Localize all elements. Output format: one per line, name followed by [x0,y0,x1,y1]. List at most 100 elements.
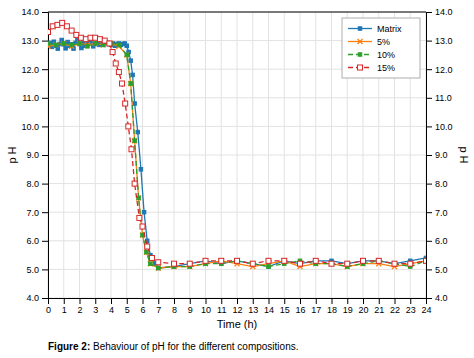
tick-mark [42,212,48,213]
tick: 4.0 [426,293,448,303]
legend-item: 5% [348,37,390,47]
tick: 6 [140,298,145,315]
data-point [113,61,118,66]
data-point [267,265,271,269]
data-point [219,258,224,263]
tick: 9 [188,298,193,315]
tick: 17 [311,298,321,315]
tick-mark [127,298,128,304]
grid-line [48,97,426,98]
data-point [107,41,112,46]
tick: 5.0 [426,265,448,275]
tick: 7.0 [26,208,48,218]
data-point [70,43,74,47]
data-point [129,147,134,152]
data-point [126,124,131,129]
data-point [70,43,74,47]
data-point [137,196,141,200]
y2-axis-title: p H [458,146,470,163]
tick-label: 22 [390,305,400,315]
data-point [90,40,94,44]
axis-line [427,13,433,299]
data-point [129,59,133,63]
tick: 22 [390,298,400,315]
tick-mark [426,41,432,42]
tick: 20 [358,298,368,315]
tick: 10.0 [426,122,453,132]
data-point [156,265,161,270]
tick-mark [221,298,222,304]
axis-line [42,13,49,299]
tick-label: 11.0 [435,93,452,103]
tick-label: 16 [295,305,305,315]
data-point [132,181,137,186]
legend: Matrix5%10%15% [342,18,420,78]
data-point [145,250,149,254]
data-point [117,43,121,47]
tick: 14 [264,298,274,315]
data-point [137,215,142,220]
tick-label: 18 [327,305,337,315]
data-point [393,262,397,266]
grid-line [48,212,426,213]
tick-label: 6.0 [435,236,448,246]
legend-marker [358,39,363,44]
data-point [69,44,74,49]
data-point [156,260,161,265]
tick: 16 [295,298,305,315]
grid-line [48,155,426,156]
data-point [187,261,192,266]
data-point [361,259,365,263]
data-point [149,262,153,266]
y-axis-title: p H [6,146,18,163]
tick-label: 2 [77,305,82,315]
tick: 9.0 [426,150,448,160]
data-point [282,258,287,263]
tick-label: 10 [201,305,211,315]
legend-label: 5% [377,37,390,47]
data-point [345,261,350,266]
tick-label: 21 [374,305,384,315]
data-point [172,261,177,266]
data-point [408,261,413,266]
tick-label: 19 [343,305,353,315]
data-point [125,44,129,48]
x-axis: 0123456789101112131415161718192021222324 [46,298,432,315]
tick: 7.0 [426,208,448,218]
tick-label: 23 [406,305,416,315]
data-point [251,262,255,266]
data-point [78,42,82,46]
tick-label: 6 [140,305,145,315]
tick: 13.0 [426,36,453,46]
y-axis: 4.05.06.07.08.09.010.011.012.013.014.0 [21,7,48,303]
tick-mark [316,298,317,304]
data-point [313,258,318,263]
tick-mark [426,126,432,127]
data-point [203,258,208,263]
data-point [377,259,381,263]
data-point [94,42,98,46]
data-point [392,261,397,266]
tick-label: 12.0 [21,65,39,75]
tick: 12.0 [21,65,48,75]
data-point [48,42,50,46]
tick-mark [42,41,48,42]
data-point [61,41,66,46]
data-point [235,258,240,263]
tick-label: 13 [248,305,258,315]
legend-label: 15% [377,63,395,73]
tick-label: 10.0 [21,122,39,132]
tick-label: 8.0 [435,179,448,189]
tick-label: 9 [188,305,193,315]
tick-mark [269,298,270,304]
tick-mark [190,298,191,304]
grid-line [48,269,426,270]
grid-line [48,126,426,127]
data-point [116,70,121,75]
data-point [145,244,150,249]
data-point [330,262,334,266]
legend-label: 10% [377,50,395,60]
tick: 1 [62,298,67,315]
chart: 0123456789101112131415161718192021222324… [0,0,474,358]
tick-mark [64,298,65,304]
